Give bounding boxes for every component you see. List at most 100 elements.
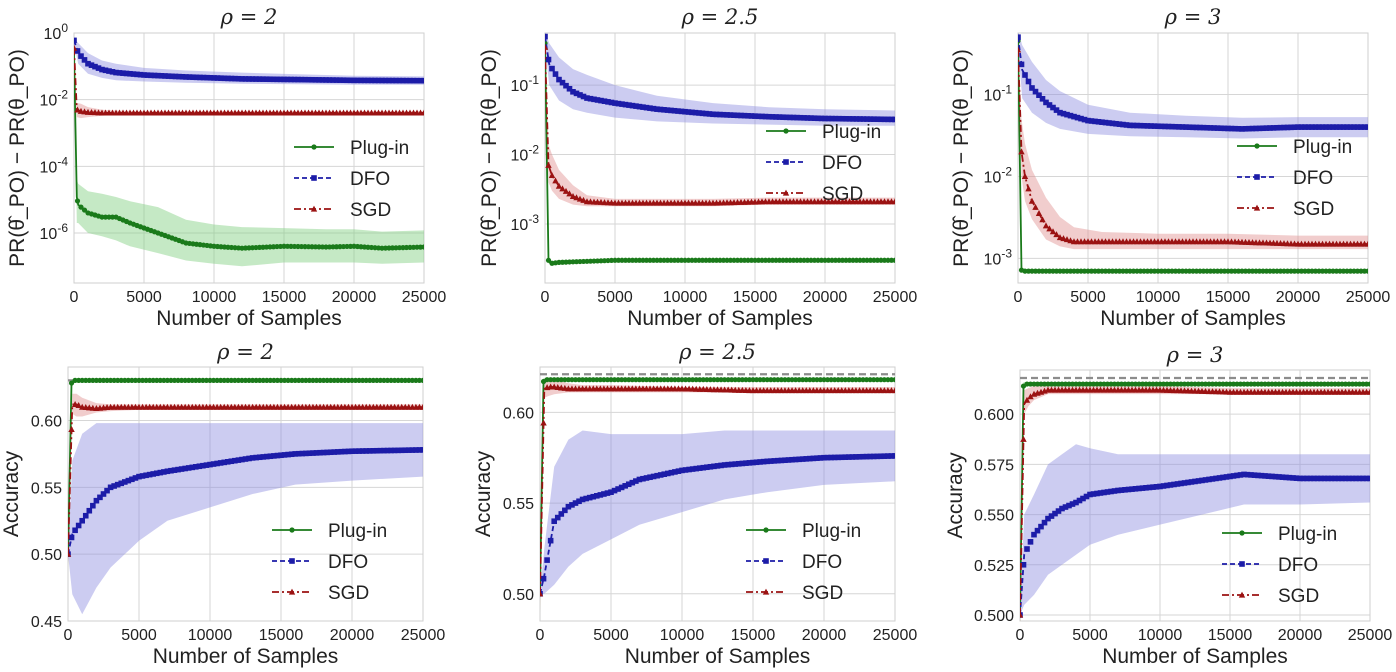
data-point-dfo (235, 75, 242, 82)
data-point-dfo (97, 494, 103, 501)
data-point-dfo (1298, 124, 1305, 130)
data-point-dfo (591, 96, 597, 103)
data-point-dfo (1134, 122, 1140, 129)
data-point-dfo (1358, 124, 1364, 130)
data-point-dfo (1214, 125, 1221, 131)
legend-marker-plugin (763, 527, 769, 533)
data-point-dfo (846, 116, 853, 122)
data-point-dfo (285, 451, 291, 458)
data-point-dfo (263, 76, 270, 83)
data-point-dfo (874, 453, 881, 460)
legend-label-plugin: Plug-in (822, 122, 881, 143)
data-point-dfo (856, 454, 863, 460)
data-point-dfo (1095, 118, 1102, 125)
data-point-dfo (775, 457, 781, 464)
data-point-dfo (633, 103, 639, 109)
data-point-dfo (587, 95, 594, 102)
data-point-dfo (203, 462, 210, 468)
data-point-dfo (1237, 472, 1244, 478)
data-point-dfo (1132, 486, 1139, 492)
subplot-6: 0 5000 10000 15000 20000 25000 0.500 0.525 0.550… (944, 343, 1392, 668)
data-point-dfo (647, 474, 653, 481)
data-point-dfo (1279, 474, 1286, 480)
data-point-dfo (731, 112, 737, 118)
data-point-dfo (267, 453, 274, 460)
data-point-dfo (612, 100, 618, 106)
data-point-dfo (239, 76, 245, 82)
x-tick-label: 5000 (126, 289, 162, 306)
confidence-band-plugin (74, 48, 424, 267)
data-point-dfo (843, 115, 849, 122)
data-point-dfo (150, 471, 156, 477)
data-point-dfo (601, 491, 607, 497)
subplot-3: 0 5000 10000 15000 20000 25000 10-1 10-2 10-3 ρ =… (950, 5, 1390, 330)
data-point-dfo (1071, 113, 1077, 120)
data-point-dfo (1158, 123, 1165, 130)
data-point-dfo (169, 73, 175, 80)
data-point-dfo (1094, 490, 1100, 497)
data-point-dfo (836, 115, 842, 122)
legend-label-sgd: SGD (1278, 586, 1319, 607)
data-point-dfo (814, 455, 820, 461)
data-point-sgd (1027, 393, 1034, 400)
data-point-sgd (1020, 435, 1027, 442)
data-point-dfo (157, 469, 164, 476)
subplot-1: 0 5000 10000 15000 20000 25000 100 10-2 10-4 10-6… (6, 5, 446, 330)
data-point-dfo (615, 486, 621, 492)
data-point-dfo (1230, 473, 1237, 479)
data-point-dfo (1176, 124, 1182, 130)
data-point-dfo (1155, 123, 1161, 130)
data-point-dfo (1267, 125, 1273, 131)
data-point-sgd (68, 550, 72, 557)
data-point-dfo (225, 75, 231, 82)
data-point-dfo (384, 447, 391, 454)
data-point-sgd (552, 177, 559, 184)
legend-marker-sgd (782, 189, 790, 196)
data-point-dfo (689, 466, 696, 472)
data-point-dfo (1029, 85, 1035, 91)
data-point-dfo (1164, 482, 1170, 489)
data-point-dfo (1286, 474, 1293, 481)
legend: Plug-in DFO SGD (1237, 137, 1352, 220)
data-point-dfo (324, 449, 330, 456)
data-point-dfo (1129, 486, 1135, 492)
data-point-dfo (179, 73, 186, 80)
data-point-dfo (349, 448, 355, 455)
data-point-dfo (1160, 483, 1167, 489)
data-point-dfo (748, 113, 755, 119)
data-point-dfo (678, 108, 685, 115)
data-point-dfo (1360, 475, 1366, 482)
data-point-dfo (1244, 471, 1251, 478)
data-point-dfo (766, 113, 772, 120)
data-point-dfo (755, 113, 762, 120)
x-tick-label: 15000 (259, 627, 304, 644)
data-point-dfo (556, 76, 562, 83)
data-point-sgd (1042, 222, 1050, 229)
data-point-dfo (249, 76, 256, 82)
x-tick-label: 20000 (332, 289, 377, 306)
data-point-sgd (540, 419, 547, 426)
data-point-dfo (197, 74, 203, 81)
data-point-dfo (750, 459, 756, 466)
data-point-dfo (1069, 501, 1076, 507)
data-point-dfo (246, 76, 252, 82)
x-tick-label: 15000 (731, 627, 776, 644)
data-point-dfo (337, 77, 343, 83)
data-point-dfo (1239, 126, 1245, 132)
data-point-dfo (829, 115, 835, 122)
data-point-dfo (363, 448, 369, 454)
data-point-dfo (1087, 491, 1093, 498)
data-point-sgd (548, 172, 556, 179)
data-point-dfo (232, 75, 238, 82)
data-point-sgd (1046, 225, 1053, 232)
data-point-plugin (1367, 381, 1370, 387)
y-tick-label: 0.50 (31, 547, 62, 564)
data-point-plugin (545, 257, 552, 263)
data-point-dfo (319, 77, 326, 83)
data-point-dfo (689, 109, 695, 116)
y-tick-label: 10-6 (40, 221, 69, 243)
data-point-dfo (1022, 72, 1028, 78)
data-point-dfo (1174, 481, 1181, 487)
data-point-dfo (1246, 125, 1252, 132)
data-point-dfo (622, 101, 629, 108)
